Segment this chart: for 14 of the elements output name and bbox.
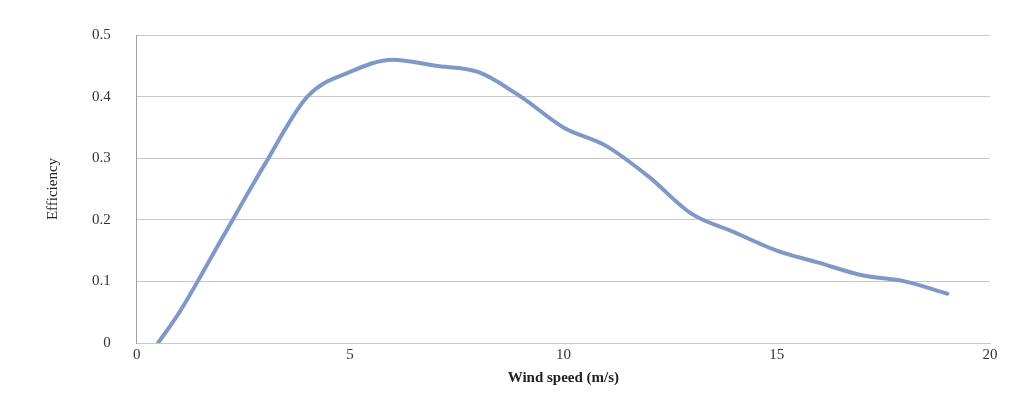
y-tick-label: 0.2 <box>92 210 111 227</box>
x-tick-label: 20 <box>982 345 998 362</box>
y-tick-label: 0.4 <box>92 87 112 104</box>
x-axis-title: Wind speed (m/s) <box>507 368 620 386</box>
y-tick-label: 0 <box>103 333 111 350</box>
x-tick-label: 0 <box>133 345 141 362</box>
y-tick-label: 0.3 <box>92 149 111 166</box>
y-tick-label: 0.5 <box>92 25 111 42</box>
x-tick-label: 10 <box>555 345 571 362</box>
x-tick-label: 15 <box>769 345 785 362</box>
line-series <box>156 57 950 343</box>
x-tick-label: 5 <box>346 345 354 362</box>
y-tick-label: 0.1 <box>92 272 111 289</box>
y-axis-title: Efficiency <box>43 157 60 221</box>
